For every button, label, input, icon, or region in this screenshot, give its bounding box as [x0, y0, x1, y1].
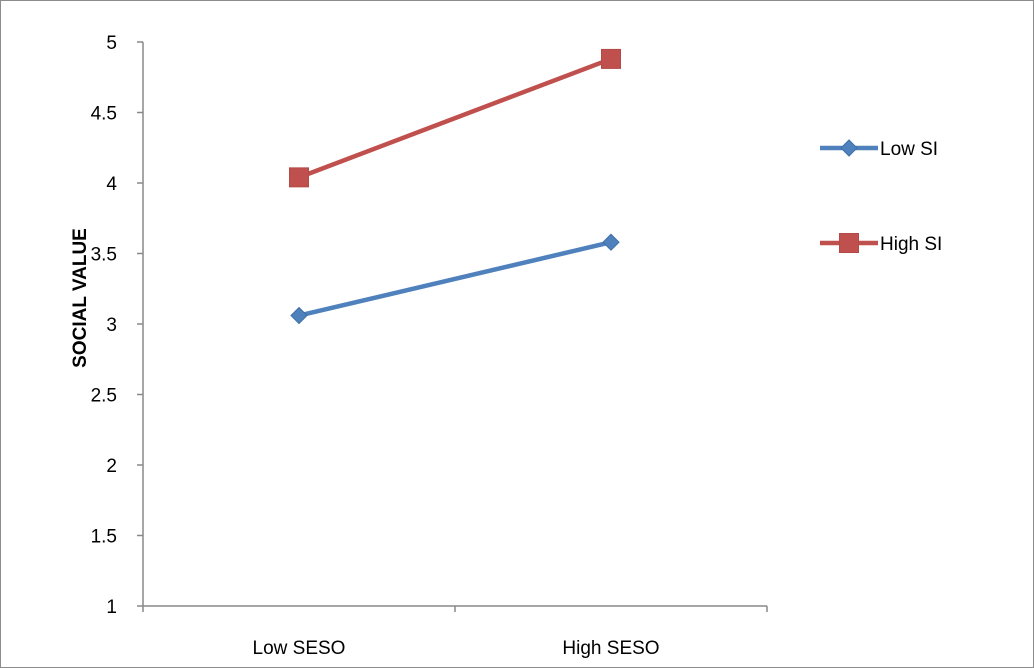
legend-diamond-marker — [840, 139, 858, 157]
y-tick-label: 4.5 — [91, 104, 117, 125]
series-low-si — [290, 233, 620, 325]
legend-square-marker — [839, 233, 859, 253]
y-tick-label: 5 — [106, 33, 117, 54]
y-tick-label: 3.5 — [91, 245, 117, 266]
diamond-marker — [290, 306, 308, 325]
y-tick-label: 2.5 — [91, 386, 117, 407]
square-marker — [601, 48, 621, 69]
legend-label: Low SI — [880, 139, 938, 160]
y-tick-label: 1 — [106, 597, 117, 618]
series-line — [298, 240, 612, 318]
y-axis-ticks: 1 1.5 2 2.5 3 3.5 4 4.5 5 — [91, 33, 143, 618]
legend-item: Low SI — [820, 139, 938, 160]
y-tick-label: 1.5 — [91, 527, 117, 548]
y-tick-label: 2 — [106, 456, 117, 477]
diamond-marker — [602, 233, 620, 251]
y-tick-label: 4 — [106, 174, 117, 195]
x-tick-label: Low SESO — [253, 638, 346, 659]
x-tick-label: High SESO — [562, 638, 659, 659]
legend: Low SI High SI — [820, 139, 942, 255]
x-axis-ticks: Low SESO High SESO — [142, 606, 768, 659]
y-axis-title: SOCIAL VALUE — [70, 228, 91, 368]
series-high-si — [289, 48, 621, 188]
legend-item: High SI — [820, 233, 942, 255]
y-tick-label: 3 — [106, 315, 117, 336]
legend-label: High SI — [880, 234, 942, 255]
square-marker — [289, 167, 309, 188]
series-layer — [289, 48, 621, 325]
series-line — [298, 56, 612, 180]
